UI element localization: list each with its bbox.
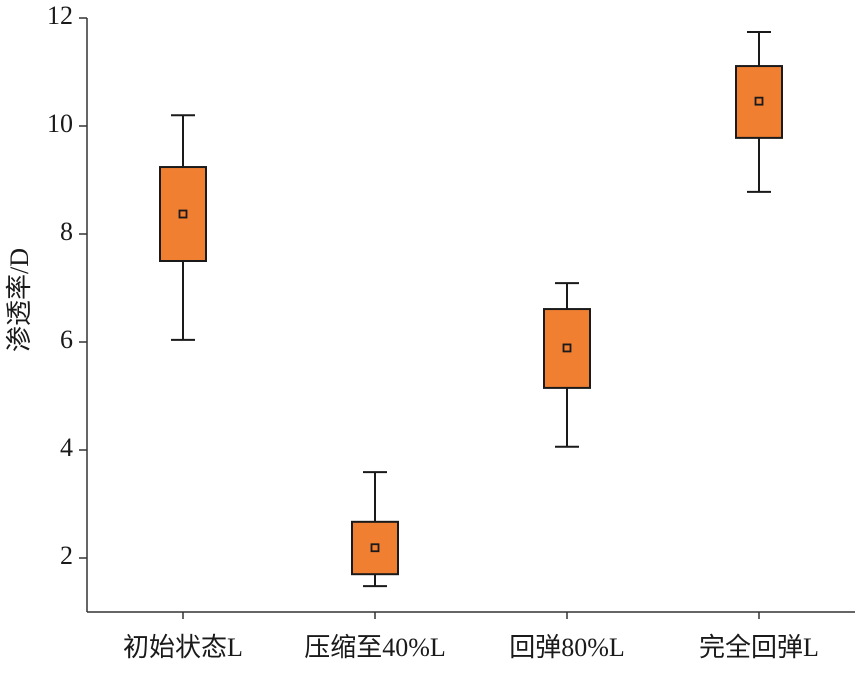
y-tick-label: 8 bbox=[60, 217, 73, 246]
box bbox=[735, 65, 783, 139]
box bbox=[159, 166, 207, 262]
y-tick-label: 6 bbox=[60, 325, 73, 354]
y-tick-label: 4 bbox=[60, 433, 73, 462]
y-axis-label: 渗透率/D bbox=[5, 248, 34, 352]
box bbox=[351, 520, 399, 576]
mean-marker bbox=[370, 543, 380, 553]
x-tick-label: 压缩至40%L bbox=[304, 633, 446, 662]
y-tick-label: 2 bbox=[60, 541, 73, 570]
mean-marker bbox=[754, 96, 764, 106]
mean-marker bbox=[562, 343, 572, 353]
y-tick-label: 12 bbox=[47, 1, 73, 30]
x-tick-label: 完全回弹L bbox=[699, 633, 819, 662]
x-tick-label: 初始状态L bbox=[123, 633, 243, 662]
box bbox=[543, 308, 591, 389]
y-tick-label: 10 bbox=[47, 109, 73, 138]
mean-marker bbox=[178, 209, 188, 219]
x-tick-label: 回弹80%L bbox=[509, 633, 625, 662]
